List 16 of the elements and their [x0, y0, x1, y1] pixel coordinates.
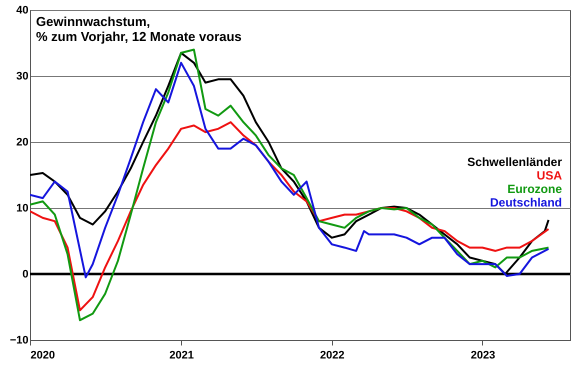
text: Schwellenländer	[467, 155, 562, 169]
y-tick-label: 30	[16, 70, 28, 82]
text: Eurozone	[507, 182, 562, 196]
y-tick-label: 40	[16, 4, 28, 16]
x-tick-label: 2022	[320, 350, 345, 362]
y-tick-label: −10	[10, 334, 28, 346]
y-tick-label: 10	[16, 202, 28, 214]
chart-title: Gewinnwachstum,	[36, 14, 150, 29]
text: Deutschland	[490, 196, 562, 210]
x-tick-label: 2023	[470, 350, 496, 362]
y-tick-label: 20	[16, 136, 28, 148]
y-tick-label: 0	[22, 268, 28, 280]
x-tick-label: 2020	[30, 350, 55, 362]
text: USA	[536, 168, 562, 182]
text: % zum Vorjahr, 12 Monate voraus	[36, 29, 242, 44]
x-tick-label: 2021	[169, 350, 194, 362]
